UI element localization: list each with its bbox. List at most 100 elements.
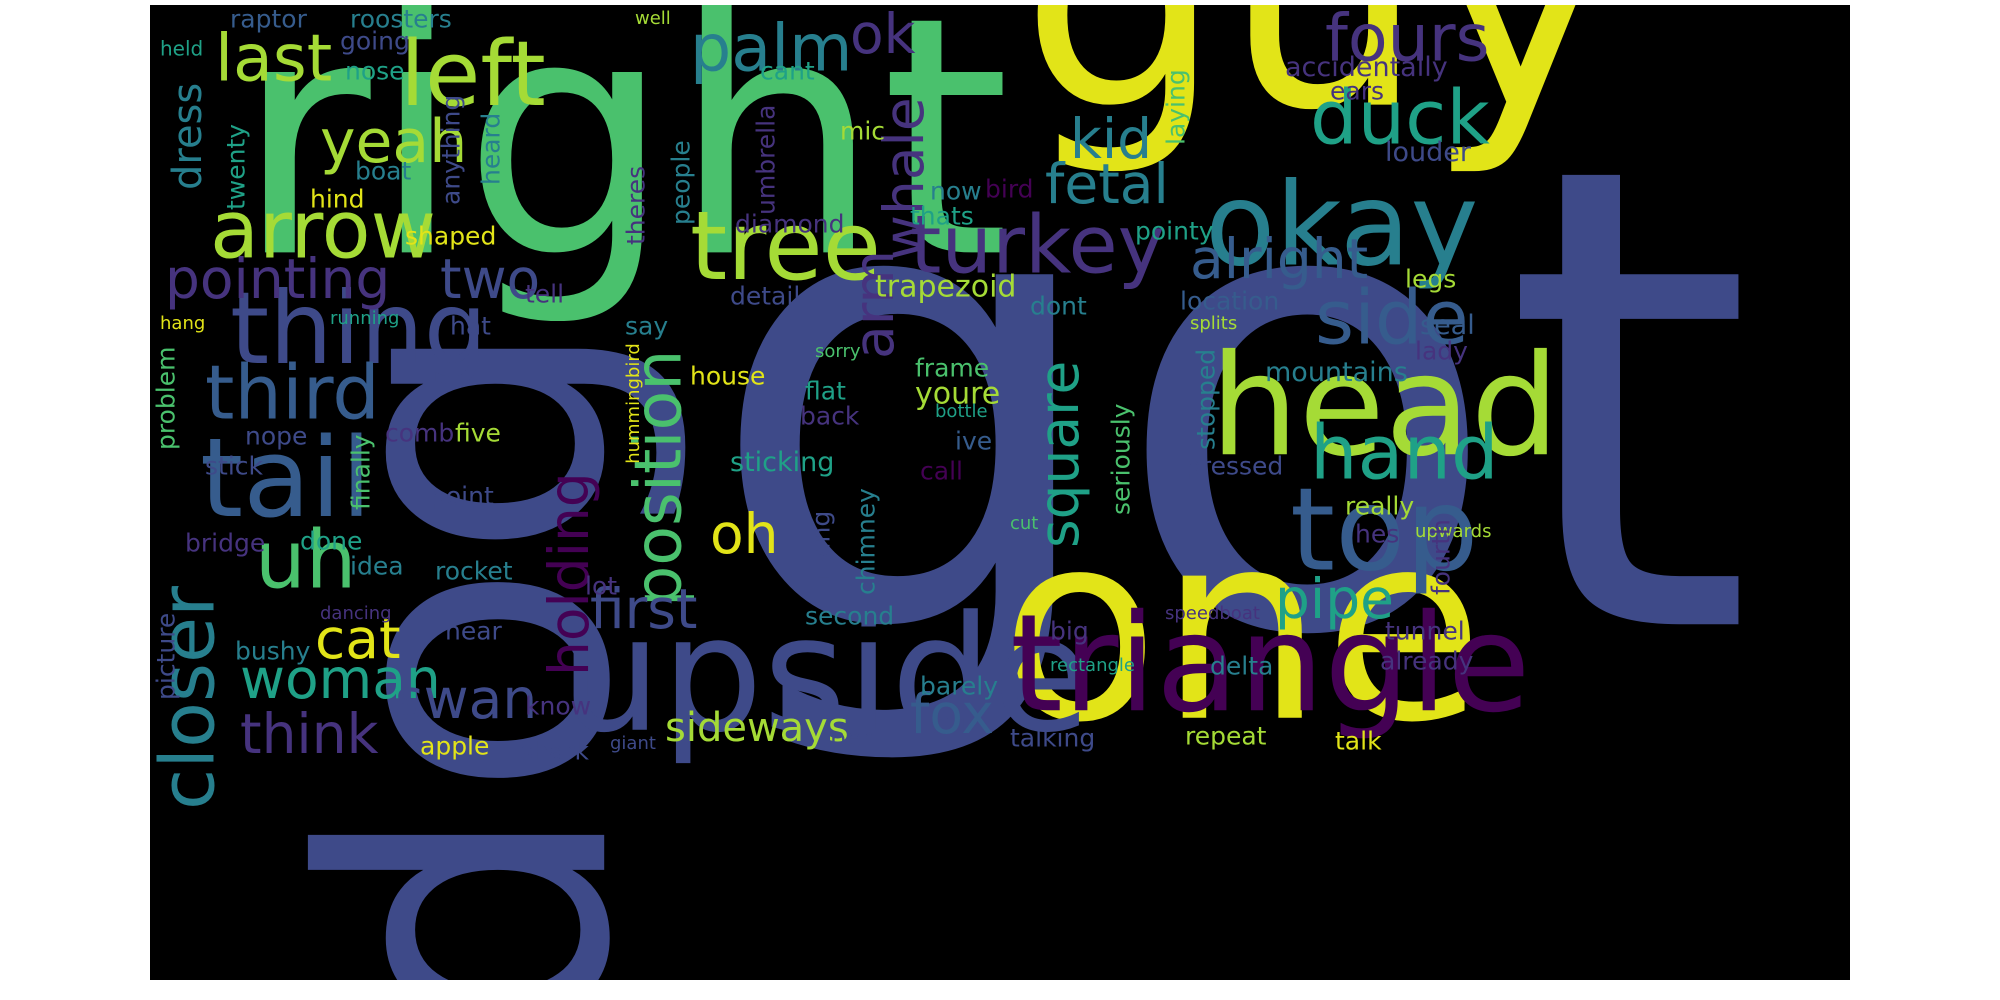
word-youre: youre [915,376,1000,411]
word-tail: tail [200,414,372,542]
word-flat: flat [805,377,846,406]
word-two: two [440,247,540,311]
word-rocket: rocket [435,557,513,586]
word-sticking: sticking [730,447,834,478]
word-big: big [1050,617,1089,646]
word-hes: hes [1355,520,1399,549]
word-legs: legs [1405,265,1456,294]
word-yeah: yeah [320,107,467,177]
word-ears: ears [1330,77,1384,106]
word-repeat: repeat [1185,722,1267,751]
word-rectangle: rectangle [1050,655,1135,676]
word-pressed: pressed [1185,452,1283,481]
word-apple: apple [420,732,489,761]
word-fox: fox [910,682,994,746]
word-upside: upside [560,581,1091,768]
word-roosters: roosters [350,5,452,34]
word-nope: nope [245,422,307,451]
word-comb: comb [385,419,454,448]
word-problem: problem [152,347,181,450]
word-well: well [635,8,671,29]
word-cut: cut [1010,513,1038,534]
word-call: call [920,457,963,486]
word-house: house [690,362,765,391]
word-side: side [1315,274,1469,362]
word-location: location [1180,287,1279,316]
word-sideways: sideways [665,705,849,751]
word-top: top [1290,464,1478,598]
word-hat: hat [450,312,491,341]
word-cant: cant [760,57,815,86]
word-got: got [705,30,1754,775]
word-dancing: dancing [320,603,392,624]
word-know: know [525,692,591,721]
word-fetal: fetal [1045,152,1169,216]
word-hang: hang [160,313,205,334]
word-point: point [430,482,494,511]
word-dont: dont [1030,292,1087,321]
word-seriously: seriously [1107,403,1136,515]
word-pointing: pointing [165,247,390,311]
word-anything: anything [437,95,466,205]
word-accidentally: accidentally [1285,52,1448,83]
word-delta: delta [1210,652,1273,681]
word-tree: tree [690,192,881,302]
word-woman: woman [240,647,441,711]
word-alright: alright [1190,227,1368,291]
word-lot: lot [585,572,617,601]
word-talking: talking [1010,724,1095,753]
word-heard: heard [477,113,506,185]
word-chimney: chimney [852,488,881,595]
word-kid: kid [1070,107,1152,171]
word-left: left [400,22,546,127]
word-say: say [625,312,668,341]
word-oh: oh [710,502,779,566]
word-third: third [205,349,380,437]
word-swan: swan [395,667,537,731]
word-holding: holding [537,472,601,676]
word-tell: tell [525,280,564,309]
word-right: right [235,5,1010,330]
word-last: last [215,22,332,97]
word-closer: closer [150,586,232,810]
word-hind: hind [310,185,365,214]
word-seal: seal [1420,310,1475,341]
word-twenty: twenty [222,124,251,210]
word-nose: nose [345,57,405,86]
word-head: head [1210,325,1560,488]
word-frame: frame [915,354,989,383]
word-palm: palm [690,12,852,87]
word-laying: laying [1162,69,1191,145]
word-tunnel: tunnel [1385,617,1465,646]
word-thing: thing [230,270,487,387]
word-shark: shark [520,737,589,766]
word-lady: lady [1415,337,1468,366]
word-guy: guy [1020,5,1615,181]
word-splits: splits [1190,313,1237,334]
word-really: really [1345,492,1414,521]
word-stick: stick [205,452,264,481]
word-turkey: turkey [910,198,1165,291]
word-first: first [590,577,697,641]
word-speedboat: speedboat [1165,603,1260,624]
word-mic: mic [840,117,885,146]
word-barely: barely [920,672,998,701]
word-sorry: sorry [815,341,861,362]
word-idea: idea [350,552,404,581]
word-giant: giant [610,733,656,754]
word-shaped: shaped [405,222,496,251]
word-raptor: raptor [230,5,308,34]
word-diamond: diamond [735,210,845,239]
word-triangle: triangle [1010,585,1531,742]
word-theres: theres [622,166,651,245]
word-dress: dress [165,83,211,190]
word-flying: flying [807,511,836,580]
word-five: five [455,419,501,448]
word-back: back [800,402,860,431]
word-okay: okay [1205,159,1478,293]
word-whale: whale [872,97,936,260]
word-louder: louder [1385,137,1472,168]
word-arrow: arrow [210,183,436,276]
word-arm: arm [842,250,906,359]
word-pointy: pointy [1135,217,1214,246]
